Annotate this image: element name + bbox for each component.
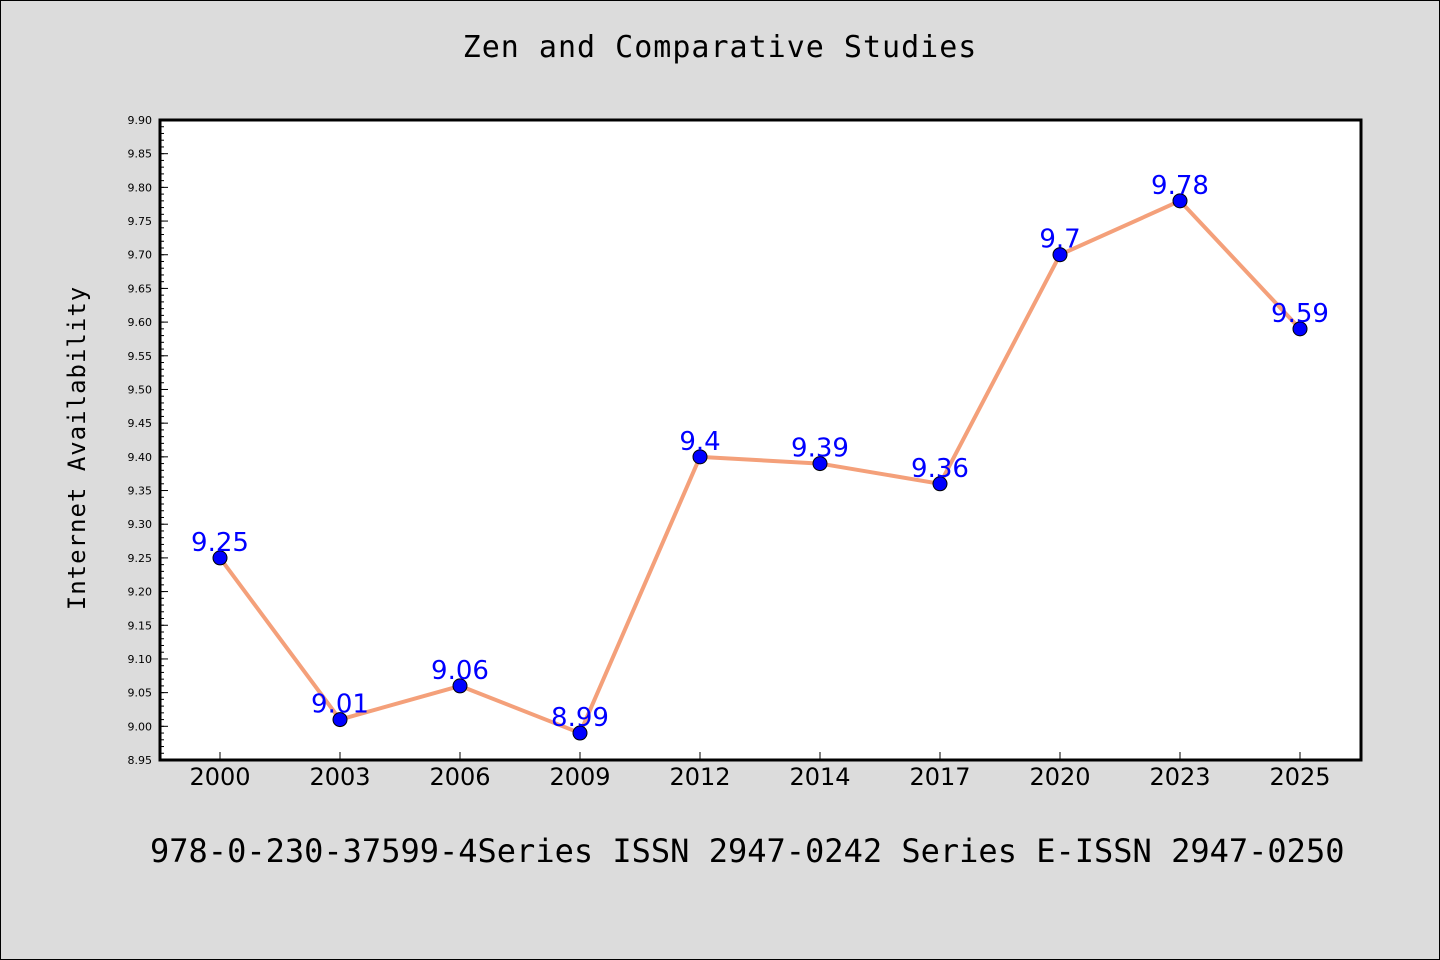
y-tick-label: 9.55 [128, 350, 153, 363]
y-tick-label: 9.70 [128, 249, 153, 262]
x-tick-label: 2025 [1269, 763, 1330, 791]
y-tick-label: 9.30 [128, 518, 153, 531]
data-point [212, 550, 228, 566]
data-label: 9.25 [191, 528, 249, 558]
data-label: 9.7 [1039, 225, 1080, 255]
data-point [812, 456, 828, 472]
y-tick-label: 8.95 [128, 754, 153, 767]
data-point [932, 476, 948, 492]
y-tick-label: 9.60 [128, 316, 153, 329]
y-tick-label: 9.35 [128, 485, 153, 498]
data-point [692, 449, 708, 465]
data-label: 9.01 [311, 690, 369, 720]
x-tick-label: 2003 [309, 763, 370, 791]
data-label: 9.36 [911, 454, 969, 484]
y-tick-label: 9.80 [128, 181, 153, 194]
data-point [1172, 193, 1188, 209]
x-tick-label: 2020 [1029, 763, 1090, 791]
x-tick-label: 2014 [789, 763, 850, 791]
data-point [572, 725, 588, 741]
y-axis-label: Internet Availability [63, 286, 91, 610]
y-tick-label: 9.50 [128, 383, 153, 396]
y-tick-label: 9.10 [128, 653, 153, 666]
x-tick-label: 2006 [429, 763, 490, 791]
series-layer [212, 193, 1308, 741]
y-axis: 8.95 9.00 9.05 9.10 9.15 9.20 9.25 9.30 9.35 9.40… [128, 114, 168, 767]
data-point [452, 678, 468, 694]
y-tick-label: 9.65 [128, 282, 153, 295]
data-label: 9.4 [679, 427, 720, 457]
x-tick-label: 2023 [1149, 763, 1210, 791]
data-label: 9.78 [1151, 171, 1209, 201]
footer-identifiers: 978-0-230-37599-4Series ISSN 2947-0242 S… [150, 832, 1345, 870]
data-point [1292, 321, 1308, 337]
y-tick-label: 9.45 [128, 417, 153, 430]
data-label: 9.06 [431, 656, 489, 686]
y-tick-label: 9.05 [128, 687, 153, 700]
y-tick-label: 9.20 [128, 586, 153, 599]
y-tick-label: 9.85 [128, 148, 153, 161]
x-tick-label: 2012 [669, 763, 730, 791]
data-point [1052, 247, 1068, 263]
series-line [218, 198, 1302, 736]
y-tick-label: 9.75 [128, 215, 153, 228]
y-tick-label: 9.25 [128, 552, 153, 565]
x-axis: 2000 2003 2006 2009 2012 2014 2017 2020 2023 2025 [189, 752, 1331, 791]
x-tick-label: 2000 [189, 763, 250, 791]
data-label: 9.59 [1271, 299, 1329, 329]
y-tick-label: 9.90 [128, 114, 153, 127]
data-label: 8.99 [551, 703, 609, 733]
y-tick-label: 9.40 [128, 451, 153, 464]
data-label: 9.39 [791, 434, 849, 464]
x-tick-label: 2009 [549, 763, 610, 791]
data-labels: 9.25 9.01 9.06 8.99 9.4 9.39 9.36 9.7 9.78 9.59 [191, 171, 1329, 733]
data-point [332, 712, 348, 728]
y-tick-label: 9.00 [128, 720, 153, 733]
x-tick-label: 2017 [909, 763, 970, 791]
plot-area [158, 118, 1363, 762]
chart-title: Zen and Comparative Studies [462, 30, 978, 65]
y-tick-label: 9.15 [128, 619, 153, 632]
